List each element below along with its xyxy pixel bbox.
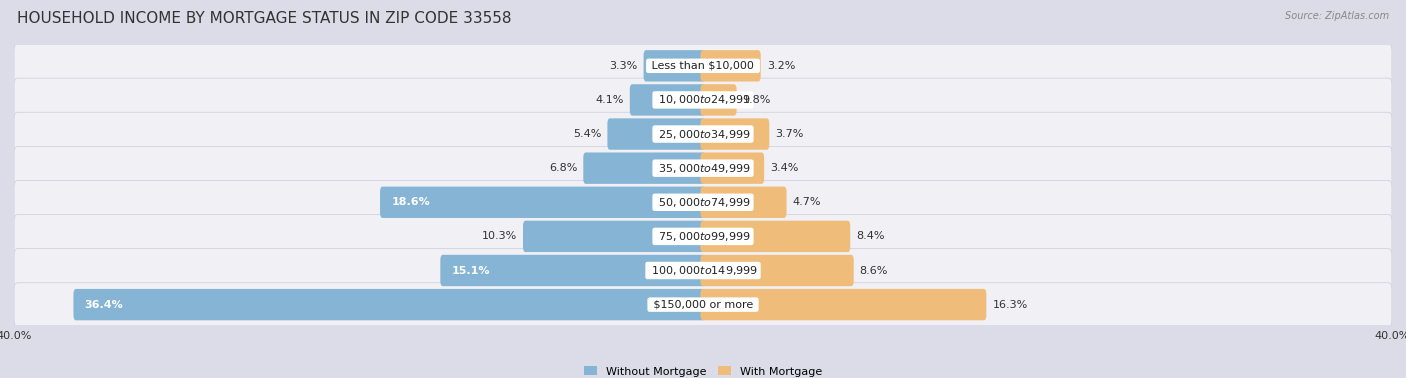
- Text: 3.4%: 3.4%: [770, 163, 799, 173]
- Text: 5.4%: 5.4%: [574, 129, 602, 139]
- Text: 3.3%: 3.3%: [609, 61, 637, 71]
- FancyBboxPatch shape: [607, 118, 706, 150]
- Text: 3.2%: 3.2%: [766, 61, 796, 71]
- FancyBboxPatch shape: [14, 180, 1392, 224]
- FancyBboxPatch shape: [440, 255, 706, 286]
- FancyBboxPatch shape: [73, 289, 706, 320]
- FancyBboxPatch shape: [700, 152, 763, 184]
- Text: $150,000 or more: $150,000 or more: [650, 300, 756, 310]
- FancyBboxPatch shape: [14, 146, 1392, 190]
- FancyBboxPatch shape: [14, 44, 1392, 88]
- FancyBboxPatch shape: [380, 187, 706, 218]
- FancyBboxPatch shape: [700, 187, 786, 218]
- FancyBboxPatch shape: [583, 152, 706, 184]
- FancyBboxPatch shape: [700, 255, 853, 286]
- Text: 4.7%: 4.7%: [793, 197, 821, 207]
- Text: HOUSEHOLD INCOME BY MORTGAGE STATUS IN ZIP CODE 33558: HOUSEHOLD INCOME BY MORTGAGE STATUS IN Z…: [17, 11, 512, 26]
- Legend: Without Mortgage, With Mortgage: Without Mortgage, With Mortgage: [579, 362, 827, 378]
- Text: Source: ZipAtlas.com: Source: ZipAtlas.com: [1285, 11, 1389, 21]
- Text: 6.8%: 6.8%: [548, 163, 578, 173]
- FancyBboxPatch shape: [700, 289, 987, 320]
- Text: 36.4%: 36.4%: [84, 300, 124, 310]
- Text: 15.1%: 15.1%: [451, 265, 491, 276]
- FancyBboxPatch shape: [630, 84, 706, 116]
- Text: $100,000 to $149,999: $100,000 to $149,999: [648, 264, 758, 277]
- Text: Less than $10,000: Less than $10,000: [648, 61, 758, 71]
- FancyBboxPatch shape: [14, 112, 1392, 156]
- FancyBboxPatch shape: [700, 221, 851, 252]
- FancyBboxPatch shape: [644, 50, 706, 82]
- FancyBboxPatch shape: [700, 50, 761, 82]
- Text: $35,000 to $49,999: $35,000 to $49,999: [655, 162, 751, 175]
- Text: 4.1%: 4.1%: [595, 95, 624, 105]
- Text: 3.7%: 3.7%: [775, 129, 804, 139]
- FancyBboxPatch shape: [14, 215, 1392, 258]
- Text: 16.3%: 16.3%: [993, 300, 1028, 310]
- Text: $75,000 to $99,999: $75,000 to $99,999: [655, 230, 751, 243]
- Text: 1.8%: 1.8%: [742, 95, 770, 105]
- FancyBboxPatch shape: [700, 84, 737, 116]
- FancyBboxPatch shape: [523, 221, 706, 252]
- FancyBboxPatch shape: [14, 78, 1392, 122]
- FancyBboxPatch shape: [14, 249, 1392, 292]
- Text: $25,000 to $34,999: $25,000 to $34,999: [655, 127, 751, 141]
- Text: 18.6%: 18.6%: [391, 197, 430, 207]
- Text: $50,000 to $74,999: $50,000 to $74,999: [655, 196, 751, 209]
- FancyBboxPatch shape: [14, 283, 1392, 327]
- Text: $10,000 to $24,999: $10,000 to $24,999: [655, 93, 751, 107]
- FancyBboxPatch shape: [700, 118, 769, 150]
- Text: 8.4%: 8.4%: [856, 231, 884, 242]
- Text: 10.3%: 10.3%: [482, 231, 517, 242]
- Text: 8.6%: 8.6%: [859, 265, 889, 276]
